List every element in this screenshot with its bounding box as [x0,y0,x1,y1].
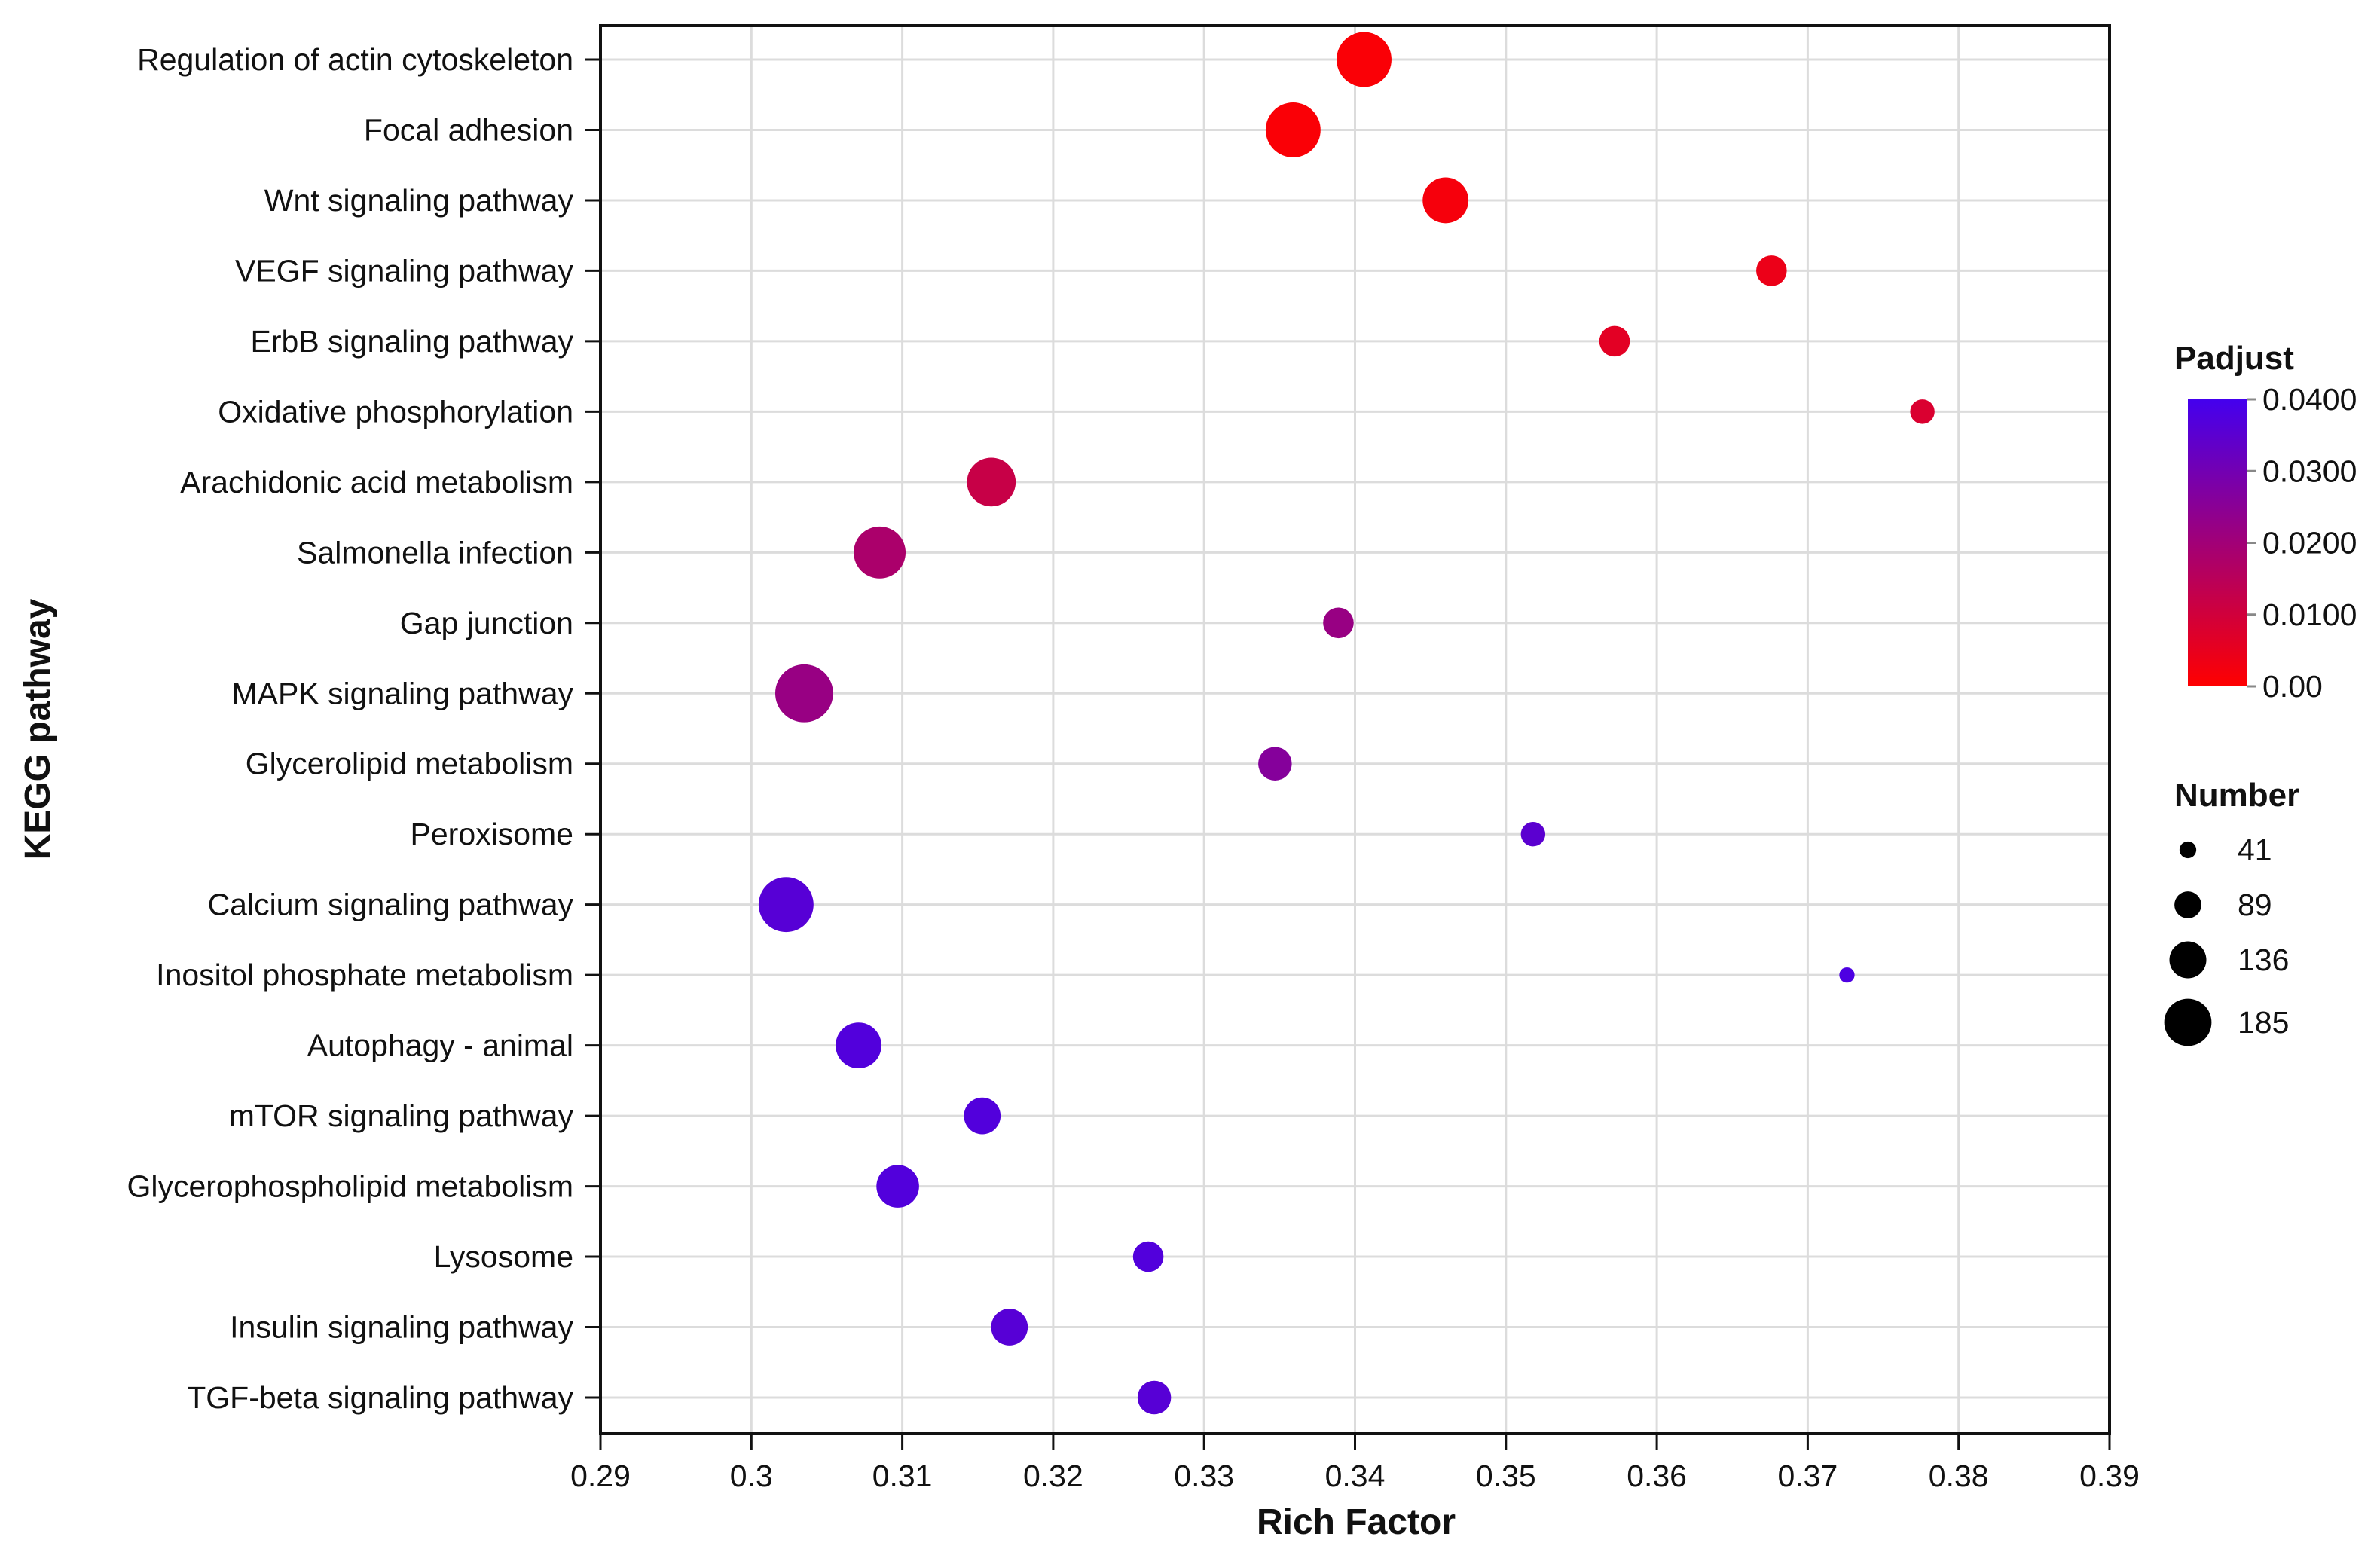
bubble-point [1323,607,1354,639]
x-tick-label: 0.29 [570,1459,631,1493]
bubble-point [1258,747,1292,781]
bubble-point [991,1309,1028,1346]
bubble-point [1839,967,1855,983]
bubble-point [1265,102,1321,157]
color-bar-tick-label: 0.0100 [2262,597,2357,632]
y-tick-label: Oxidative phosphorylation [218,394,573,429]
size-legend-marker [2169,941,2207,979]
bubble-point [1910,399,1935,424]
bubble-point [1422,177,1469,224]
bubble-point [774,664,833,723]
size-legend-label: 89 [2238,887,2272,922]
color-bar-tick-label: 0.0200 [2262,526,2357,561]
x-tick-label: 0.38 [1929,1459,1989,1493]
y-tick-label: TGF-beta signaling pathway [187,1380,573,1415]
y-tick-label: VEGF signaling pathway [235,253,573,288]
x-tick-label: 0.39 [2079,1459,2140,1493]
color-legend: Padjust 0.0400 0.0300 0.0200 0.0100 0.00 [2174,340,2357,704]
y-tick-label: Arachidonic acid metabolism [180,465,573,499]
x-axis-title: Rich Factor [1257,1502,1456,1542]
size-legend-title: Number [2174,777,2299,814]
x-tick-label: 0.35 [1476,1459,1536,1493]
bubble-point [1137,1380,1172,1415]
y-tick-label: Peroxisome [411,817,573,851]
y-tick-label: Focal adhesion [364,112,573,147]
y-tick-label: Autophagy - animal [307,1028,573,1063]
bubble-point [836,1022,881,1069]
y-tick-label: Wnt signaling pathway [264,183,574,218]
y-tick-label: MAPK signaling pathway [231,676,573,710]
color-bar [2188,399,2247,686]
color-bar-tick-label: 0.0300 [2262,454,2357,488]
x-tick-label: 0.31 [872,1459,933,1493]
y-tick-label: Regulation of actin cytoskeleton [137,42,573,77]
size-legend-marker [2174,891,2201,918]
bubble-point [967,457,1016,507]
bubble-point [1599,325,1630,357]
bubble-point [854,526,906,579]
size-legend-marker [2179,841,2197,859]
x-tick-label: 0.34 [1325,1459,1386,1493]
y-tick-label: Salmonella infection [297,535,573,570]
size-legend-marker [2164,998,2212,1046]
y-tick-label: Lysosome [434,1239,573,1274]
bubble-point [1756,255,1787,286]
y-axis: Regulation of actin cytoskeleton Focal ad… [127,42,600,1415]
y-tick-label: mTOR signaling pathway [229,1098,574,1133]
y-tick-label: Gap junction [400,606,573,640]
color-bar-tick-label: 0.00 [2262,669,2323,704]
y-axis-title: KEGG pathway [18,598,58,860]
y-tick-label: Calcium signaling pathway [208,887,574,922]
y-tick-label: Glycerolipid metabolism [246,747,573,781]
bubble-point [1520,822,1546,847]
size-legend-label: 185 [2238,1005,2289,1040]
y-tick-label: Insulin signaling pathway [230,1310,573,1345]
x-tick-label: 0.33 [1174,1459,1234,1493]
bubble-point [758,877,814,933]
y-tick-label: ErbB signaling pathway [251,324,574,359]
x-tick-label: 0.36 [1627,1459,1687,1493]
bubble-point [1337,32,1392,87]
y-tick-label: Glycerophospholipid metabolism [127,1169,573,1204]
data-points [758,32,1935,1415]
color-bar-tick-label: 0.0400 [2262,382,2357,417]
bubble-point [1132,1241,1164,1272]
size-legend-label: 136 [2238,942,2289,977]
x-tick-label: 0.37 [1777,1459,1838,1493]
y-tick-label: Inositol phosphate metabolism [156,958,573,992]
size-legend: Number 41 89 136 185 [2164,777,2299,1046]
x-tick-label: 0.32 [1023,1459,1083,1493]
bubble-point [964,1097,1001,1135]
x-tick-label: 0.3 [730,1459,773,1493]
color-legend-title: Padjust [2174,340,2294,377]
bubble-point [876,1165,919,1208]
size-legend-label: 41 [2238,832,2272,867]
gridlines [599,26,2111,1434]
x-axis: 0.29 0.3 0.31 0.32 0.33 0.34 0.35 0.36 0.37 0.38 0… [570,1434,2140,1493]
